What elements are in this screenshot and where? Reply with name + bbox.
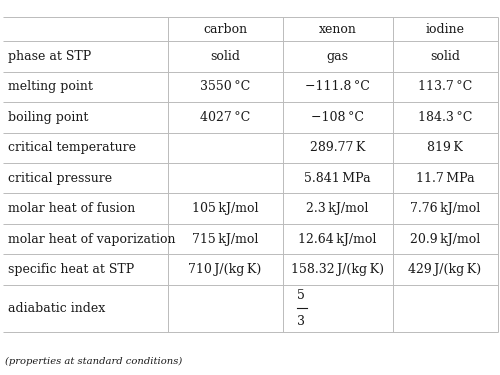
Text: 5.841 MPa: 5.841 MPa [304,172,371,184]
Text: 7.76 kJ/mol: 7.76 kJ/mol [410,202,480,215]
Text: critical temperature: critical temperature [8,141,136,154]
Text: −108 °C: −108 °C [311,111,364,124]
Text: 289.77 K: 289.77 K [310,141,365,154]
Text: 3550 °C: 3550 °C [200,80,250,93]
Text: 158.32 J/(kg K): 158.32 J/(kg K) [291,263,384,276]
Text: specific heat at STP: specific heat at STP [8,263,135,276]
Text: 105 kJ/mol: 105 kJ/mol [192,202,258,215]
Text: molar heat of vaporization: molar heat of vaporization [8,232,176,246]
Text: critical pressure: critical pressure [8,172,113,184]
Text: 113.7 °C: 113.7 °C [418,80,472,93]
Text: phase at STP: phase at STP [8,50,92,63]
Text: 2.3 kJ/mol: 2.3 kJ/mol [306,202,368,215]
Text: 12.64 kJ/mol: 12.64 kJ/mol [298,232,376,246]
Text: 429 J/(kg K): 429 J/(kg K) [408,263,482,276]
Text: carbon: carbon [203,22,247,36]
Text: solid: solid [430,50,460,63]
Text: melting point: melting point [8,80,93,93]
Text: 184.3 °C: 184.3 °C [418,111,472,124]
Text: molar heat of fusion: molar heat of fusion [8,202,136,215]
Text: 5: 5 [298,289,306,302]
Text: 20.9 kJ/mol: 20.9 kJ/mol [410,232,480,246]
Text: 3: 3 [298,315,306,328]
Text: boiling point: boiling point [8,111,89,124]
Text: 11.7 MPa: 11.7 MPa [416,172,474,184]
Text: 4027 °C: 4027 °C [200,111,250,124]
Text: (properties at standard conditions): (properties at standard conditions) [5,357,182,366]
Text: iodine: iodine [426,22,465,36]
Text: xenon: xenon [318,22,356,36]
Text: gas: gas [326,50,348,63]
Text: adiabatic index: adiabatic index [8,302,106,315]
Text: −111.8 °C: −111.8 °C [305,80,370,93]
Text: 710 J/(kg K): 710 J/(kg K) [188,263,262,276]
Text: 715 kJ/mol: 715 kJ/mol [192,232,258,246]
Text: 819 K: 819 K [427,141,463,154]
Text: solid: solid [210,50,240,63]
